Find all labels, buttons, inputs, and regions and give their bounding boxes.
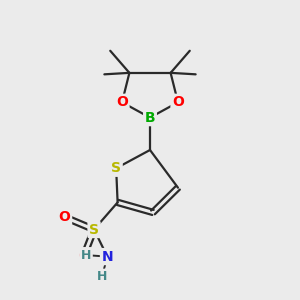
Text: H: H: [97, 270, 107, 283]
Text: N: N: [101, 250, 113, 264]
Text: H: H: [81, 249, 91, 262]
Text: S: S: [89, 223, 99, 236]
Text: O: O: [59, 210, 70, 224]
Text: O: O: [172, 95, 184, 109]
Text: B: B: [145, 111, 155, 124]
Text: O: O: [116, 95, 128, 109]
Text: O: O: [78, 249, 90, 263]
Text: S: S: [111, 161, 121, 175]
